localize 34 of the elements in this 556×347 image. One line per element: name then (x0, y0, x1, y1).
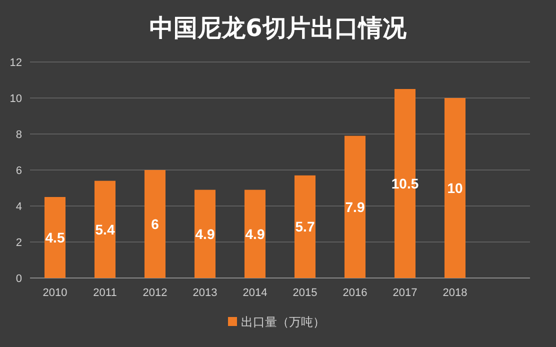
data-label: 5.7 (295, 218, 315, 235)
y-tick-label: 10 (10, 93, 22, 105)
bar (244, 190, 266, 278)
data-label: 4.9 (245, 226, 265, 242)
y-tick-label: 8 (16, 129, 22, 141)
x-tick-label: 2018 (442, 287, 468, 299)
y-tick-label: 2 (16, 237, 22, 249)
data-label: 4.9 (195, 226, 215, 242)
bar (194, 190, 216, 278)
bar (294, 175, 316, 278)
bar (344, 136, 366, 278)
x-tick-label: 2012 (142, 287, 168, 299)
bar (44, 197, 66, 278)
y-tick-label: 4 (16, 201, 22, 213)
y-tick-label: 6 (16, 165, 22, 177)
x-tick-label: 2017 (392, 287, 418, 299)
bar (94, 180, 116, 278)
data-label: 7.9 (345, 198, 365, 215)
x-tick-label: 2015 (292, 287, 318, 299)
data-label: 4.5 (45, 230, 65, 246)
x-tick-label: 2016 (342, 287, 368, 299)
data-label: 5.4 (95, 221, 115, 238)
legend-label: 出口量（万吨） (241, 315, 325, 329)
chart-title: 中国尼龙6切片出口情况 (150, 14, 408, 42)
data-label: 6 (151, 216, 160, 232)
data-label: 10 (447, 180, 463, 196)
x-tick-label: 2013 (192, 287, 218, 299)
bar (144, 170, 166, 278)
x-tick-label: 2011 (93, 287, 117, 299)
x-tick-label: 2014 (242, 287, 268, 299)
bar (444, 98, 466, 278)
x-tick-label: 2010 (42, 287, 68, 299)
y-tick-label: 12 (10, 57, 22, 69)
y-tick-label: 0 (16, 273, 22, 285)
